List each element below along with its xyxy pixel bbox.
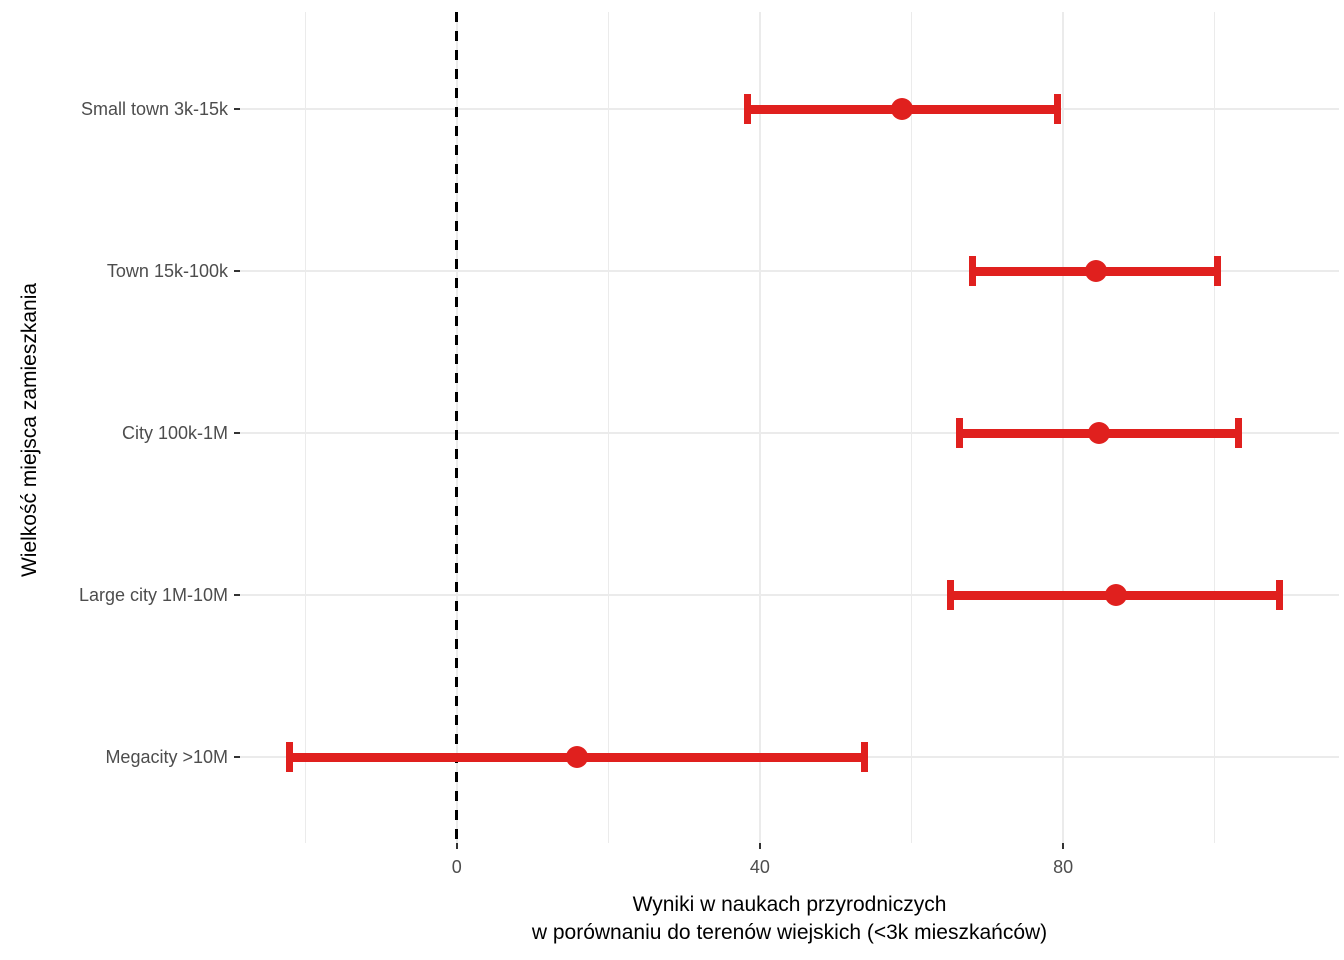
zero-reference-line	[455, 12, 459, 843]
error-bar-cap-right	[1276, 580, 1284, 610]
error-bar-cap-right	[1053, 94, 1061, 124]
error-bar-cap-left	[744, 94, 752, 124]
category-label: Large city 1M-10M	[78, 585, 228, 605]
gridline-vertical-minor	[607, 12, 609, 843]
y-axis-tick-mark	[234, 270, 240, 272]
gridline-vertical-minor	[911, 12, 913, 843]
x-axis-tick-mark	[455, 843, 458, 849]
error-bar-cap-left	[285, 742, 293, 772]
y-axis-tick-mark	[234, 108, 240, 110]
error-bar-cap-right	[1214, 256, 1222, 286]
gridline-vertical-minor	[1214, 12, 1216, 843]
estimate-point	[1105, 584, 1128, 606]
error-bar-cap-left	[968, 256, 976, 286]
y-axis-tick-mark	[234, 594, 240, 596]
gridline-horizontal-major	[240, 594, 1339, 596]
estimate-point	[1088, 422, 1111, 444]
category-label: City 100k-1M	[121, 423, 228, 443]
estimate-point	[565, 746, 588, 768]
x-axis-title-line2: w porównaniu do terenów wiejskich (<3k m…	[531, 921, 1048, 944]
x-axis-tick-mark	[1062, 843, 1065, 849]
error-bar-cap-left	[955, 418, 963, 448]
category-label: Megacity >10M	[105, 747, 228, 767]
y-axis-tick-mark	[234, 432, 240, 434]
x-tick-label: 80	[1053, 857, 1074, 877]
error-bar-cap-right	[1235, 418, 1243, 448]
error-bar-cap-right	[861, 742, 869, 772]
gridline-horizontal-major	[240, 270, 1339, 272]
category-label: Town 15k-100k	[106, 261, 228, 281]
gridline-vertical-major	[758, 12, 761, 843]
gridline-vertical-minor	[304, 12, 306, 843]
estimate-point	[891, 98, 914, 120]
y-axis-title: Wielkość miejsca zamieszkania	[18, 282, 41, 578]
gridline-vertical-major	[1062, 12, 1065, 843]
x-axis-title-line1: Wyniki w naukach przyrodniczych	[632, 893, 947, 916]
y-axis-tick-mark	[234, 756, 240, 758]
error-bar-cap-left	[947, 580, 955, 610]
estimate-point	[1084, 260, 1107, 282]
gridline-horizontal-major	[240, 432, 1339, 434]
x-axis-tick-mark	[758, 843, 761, 849]
x-tick-label: 40	[749, 857, 770, 877]
x-axis-title: Wyniki w naukach przyrodniczych w porówn…	[240, 891, 1339, 947]
category-label: Small town 3k-15k	[80, 99, 228, 119]
x-tick-label: 0	[451, 857, 462, 877]
